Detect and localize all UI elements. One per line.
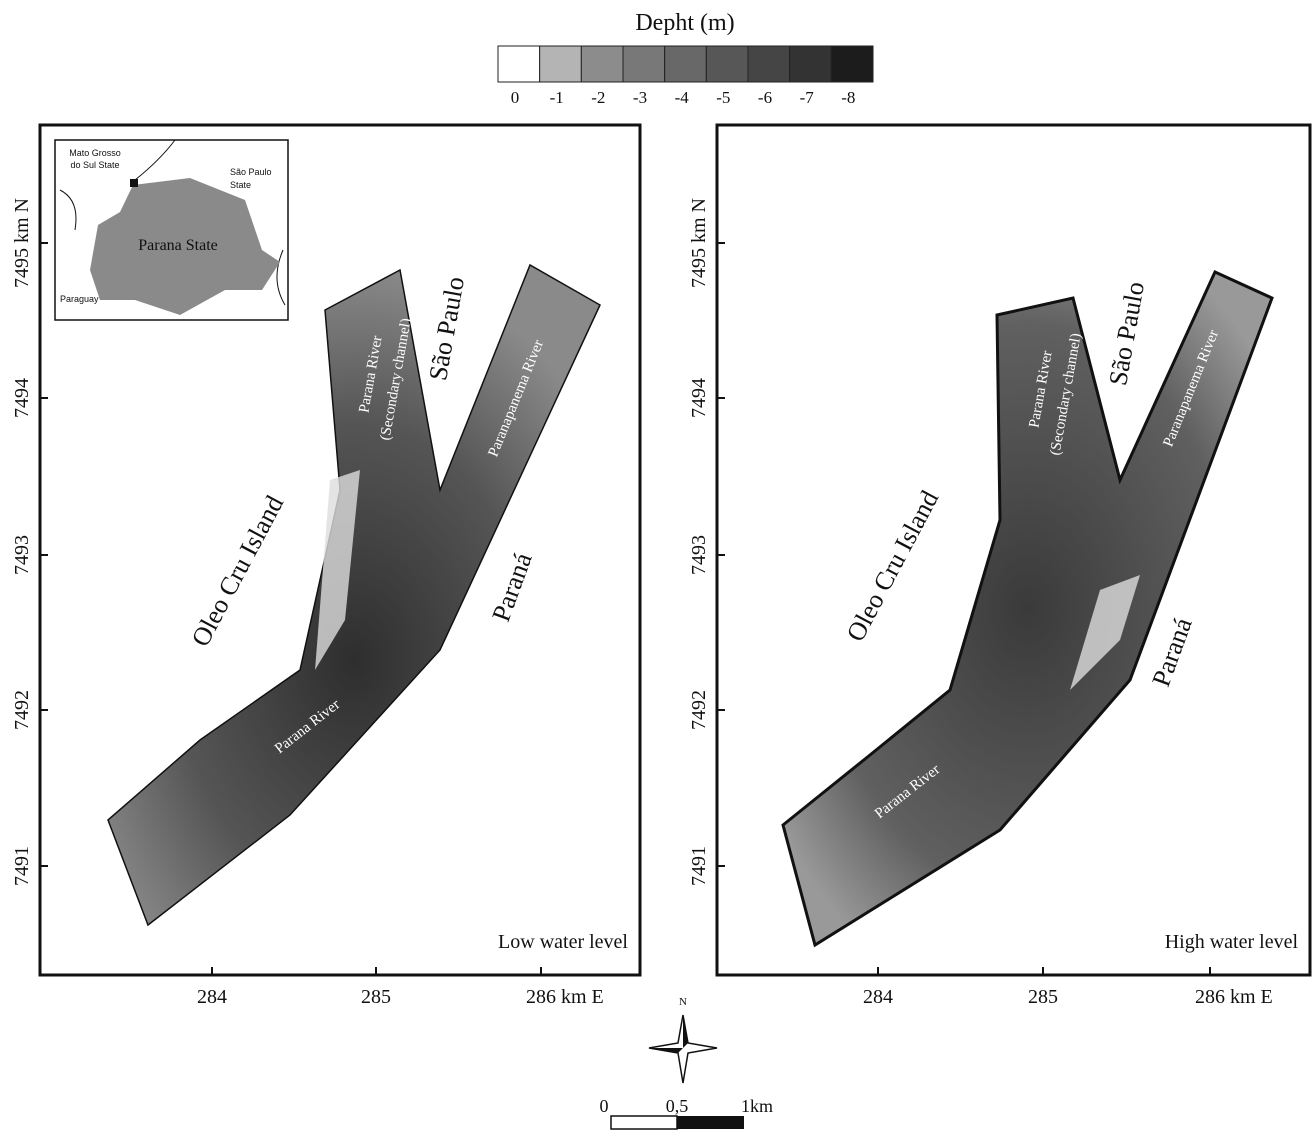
panel-caption: High water level	[1165, 931, 1299, 953]
inset-map: Mato Grosso do Sul State São Paulo State Par…	[55, 140, 288, 320]
compass-label: N	[679, 996, 687, 1008]
x-tick-label: 284	[863, 986, 893, 1008]
y-tick-label: 7492	[11, 690, 33, 730]
figure: Depht (m) 0-1-2-3-4-5-6-7-8 7495 km N749…	[0, 0, 1314, 1130]
legend-swatch	[748, 46, 790, 82]
legend-label: -3	[633, 88, 647, 107]
y-tick-label: 7491	[688, 846, 710, 886]
scale-black	[677, 1116, 744, 1129]
place-label: São Paulo	[1103, 279, 1150, 387]
y-tick-label: 7495 km N	[688, 198, 710, 288]
place-label: Paraná	[486, 548, 538, 625]
x-tick-label: 286 km E	[526, 986, 604, 1008]
inset-label: do Sul State	[70, 160, 119, 170]
scale-label: 1km	[741, 1096, 773, 1116]
scale-white	[611, 1116, 677, 1129]
legend-label: -5	[716, 88, 730, 107]
legend-swatch	[623, 46, 665, 82]
legend-swatch	[665, 46, 707, 82]
legend-label: -4	[675, 88, 690, 107]
compass: N	[649, 996, 717, 1083]
y-tick-label: 7494	[688, 378, 710, 418]
legend-swatch	[706, 46, 748, 82]
map-panel: 7495 km N 7494 7493 7492 7491 284 285 286 km E H…	[688, 125, 1310, 1008]
x-tick-label: 284	[197, 986, 227, 1008]
inset-label: State	[230, 180, 251, 190]
legend-label: -2	[591, 88, 605, 107]
legend-label: -6	[758, 88, 772, 107]
x-tick-label: 285	[1028, 986, 1058, 1008]
inset-label: Mato Grosso	[69, 148, 121, 158]
legend-label: -7	[800, 88, 815, 107]
scale-bar: 0 0,5 1km	[600, 1096, 774, 1129]
y-tick-label: 7495 km N	[11, 198, 33, 288]
legend: 0 -1 -2 -3 -4 -5 -6 -7 -8	[498, 46, 873, 107]
x-tick-label: 285	[361, 986, 391, 1008]
study-site	[130, 179, 138, 187]
place-label: São Paulo	[423, 274, 470, 382]
legend-swatch	[498, 46, 540, 82]
legend-title: Depht (m)	[635, 10, 734, 36]
scale-label: 0	[600, 1096, 609, 1116]
inset-label: Parana State	[138, 237, 218, 254]
legend-swatch	[581, 46, 623, 82]
x-tick-label: 286 km E	[1195, 986, 1273, 1008]
place-label: Paraná	[1146, 613, 1198, 690]
y-tick-label: 7492	[688, 690, 710, 730]
panel-caption: Low water level	[498, 931, 628, 953]
y-tick-label: 7493	[11, 535, 33, 575]
y-tick-label: 7493	[688, 535, 710, 575]
inset-label: Paraguay	[60, 294, 99, 304]
legend-swatch	[540, 46, 582, 82]
y-tick-label: 7491	[11, 846, 33, 886]
place-label: Oleo Cru Island	[186, 491, 290, 651]
legend-swatch	[831, 46, 873, 82]
scale-label: 0,5	[666, 1096, 689, 1116]
legend-label: -8	[841, 88, 855, 107]
legend-label: -1	[550, 88, 564, 107]
place-label: Oleo Cru Island	[841, 486, 945, 646]
y-tick-label: 7494	[11, 378, 33, 418]
legend-label: 0	[511, 88, 520, 107]
legend-swatch	[790, 46, 832, 82]
inset-label: São Paulo	[230, 167, 272, 177]
